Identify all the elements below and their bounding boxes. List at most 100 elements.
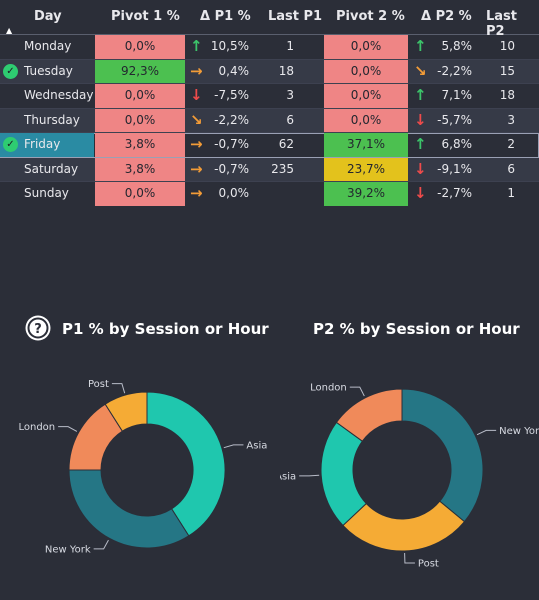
arrow-down-icon: ↓ xyxy=(190,86,203,104)
arrow-down-right-icon: ↘ xyxy=(414,61,427,80)
arrow-up-icon: ↑ xyxy=(414,135,427,153)
donut-slice-asia[interactable] xyxy=(146,391,226,537)
table-row[interactable]: Sunday 0,0% → 0,0% 39,2% ↓ -2,7% 1 xyxy=(0,182,539,206)
delta-p1-cell: 0,4% xyxy=(218,63,250,78)
donut-slice-post[interactable] xyxy=(104,391,148,432)
arrow-down-icon: ↓ xyxy=(414,184,427,202)
chart-title-p1: P1 % by Session or Hour xyxy=(62,320,269,338)
last-p2-cell: 6 xyxy=(507,161,515,176)
check-circle-icon: ✓ xyxy=(3,63,18,79)
pivot2-cell: 39,2% xyxy=(324,182,408,206)
pivot1-cell: 0,0% xyxy=(95,84,185,108)
last-p1-cell: 3 xyxy=(286,88,294,102)
col-header-last-p1[interactable]: Last P1 xyxy=(268,9,323,24)
last-p2-cell: 2 xyxy=(507,137,515,151)
pivot2-cell: 0,0% xyxy=(324,84,408,108)
donut-leader-line xyxy=(93,539,109,550)
pivot2-cell: 0,0% xyxy=(324,35,408,59)
col-header-pivot2[interactable]: Pivot 2 % xyxy=(336,9,405,24)
arrow-down-right-icon: ↘ xyxy=(190,110,203,129)
day-cell: Tuesday xyxy=(24,63,73,78)
col-header-last-p2[interactable]: Last P2 xyxy=(486,9,518,39)
table-row[interactable]: Thursday 0,0% ↘ -2,2% 6 0,0% ↓ -5,7% 3 xyxy=(0,108,539,133)
day-pivot-table: Day Pivot 1 % Δ P1 % Last P1 Pivot 2 % Δ… xyxy=(0,0,539,206)
chart-title-p2: P2 % by Session or Hour xyxy=(313,320,520,338)
day-cell: Sunday xyxy=(24,186,69,200)
last-p1-cell: 18 xyxy=(278,63,294,78)
last-p1-cell: 6 xyxy=(286,112,294,127)
delta-p2-cell: 5,8% xyxy=(441,39,473,53)
col-header-day[interactable]: Day xyxy=(34,9,62,24)
day-cell: Thursday xyxy=(24,112,80,127)
delta-p2-cell: -2,2% xyxy=(437,63,472,78)
day-cell: Monday xyxy=(24,39,72,53)
donut-label-london: London xyxy=(18,422,55,433)
last-p1-cell: 62 xyxy=(278,137,294,151)
p2-donut-chart: New York Post Asia London xyxy=(280,383,539,570)
delta-p1-cell: -2,2% xyxy=(214,112,249,127)
table-row[interactable]: Saturday 3,8% → -0,7% 235 23,7% ↓ -9,1% … xyxy=(0,157,539,182)
donut-leader-line xyxy=(404,552,415,564)
last-p2-cell: 3 xyxy=(507,112,515,127)
delta-p2-cell: 6,8% xyxy=(441,137,473,151)
pivot1-cell: 0,0% xyxy=(95,182,185,206)
arrow-up-icon: ↑ xyxy=(414,37,427,55)
arrow-right-icon: → xyxy=(190,61,203,80)
col-header-pivot1[interactable]: Pivot 1 % xyxy=(111,9,180,24)
donut-leader-line xyxy=(299,474,320,477)
donut-label-post: Post xyxy=(418,558,439,569)
table-header: Day Pivot 1 % Δ P1 % Last P1 Pivot 2 % Δ… xyxy=(0,0,539,39)
delta-p1-cell: -7,5% xyxy=(214,88,249,102)
pivot2-cell: 0,0% xyxy=(324,108,408,132)
arrow-up-icon: ↑ xyxy=(190,37,203,55)
day-cell: Saturday xyxy=(24,161,79,176)
day-cell: Wednesday xyxy=(24,88,94,102)
donut-slice-new-york[interactable] xyxy=(401,388,484,523)
last-p2-cell: 10 xyxy=(499,39,515,53)
arrow-right-icon: → xyxy=(190,184,203,202)
help-icon-glyph: ? xyxy=(34,322,42,337)
last-p2-cell: 1 xyxy=(507,186,515,200)
last-p1-cell: 235 xyxy=(271,161,294,176)
table-row[interactable]: ✓ Tuesday 92,3% → 0,4% 18 0,0% ↘ -2,2% 1… xyxy=(0,59,539,84)
delta-p1-cell: -0,7% xyxy=(214,137,249,151)
table-row-selected[interactable]: Friday ✓ 3,8% → -0,7% 62 37,1% ↑ 6,8% 2 xyxy=(0,133,539,158)
col-header-delta-p2[interactable]: Δ P2 % xyxy=(421,9,472,24)
delta-p1-cell: 10,5% xyxy=(210,39,249,53)
table-row[interactable]: Monday 0,0% ↑ 10,5% 1 0,0% ↑ 5,8% 10 xyxy=(0,35,539,60)
donut-label-asia: Asia xyxy=(280,471,296,482)
pivot1-cell: 92,3% xyxy=(95,59,185,83)
donut-leader-line xyxy=(58,426,78,432)
donut-leader-line xyxy=(476,429,497,436)
arrow-up-icon: ↑ xyxy=(414,86,427,104)
delta-p2-cell: -9,1% xyxy=(437,161,472,176)
pivot2-cell: 0,0% xyxy=(324,59,408,83)
pivot1-cell: 0,0% xyxy=(95,108,185,132)
p1-donut-chart: Asia New York London Post xyxy=(18,379,267,555)
arrow-right-icon: → xyxy=(190,159,203,178)
table-row[interactable]: Wednesday 0,0% ↓ -7,5% 3 0,0% ↑ 7,1% 18 xyxy=(0,84,539,109)
donut-leader-line xyxy=(349,386,365,397)
arrow-right-icon: → xyxy=(190,135,203,153)
day-cell: Friday xyxy=(0,133,94,157)
donut-slice-new-york[interactable] xyxy=(68,469,190,549)
pivot2-cell: 23,7% xyxy=(324,157,408,181)
col-header-delta-p1[interactable]: Δ P1 % xyxy=(200,9,251,24)
last-p2-cell: 15 xyxy=(499,63,515,78)
arrow-down-icon: ↓ xyxy=(414,159,427,178)
last-p2-cell: 18 xyxy=(499,88,515,102)
pivot1-cell: 0,0% xyxy=(95,35,185,59)
sort-ascending-icon[interactable]: ▲ xyxy=(6,26,13,35)
pivot2-cell: 37,1% xyxy=(324,133,408,157)
donut-label-post: Post xyxy=(88,379,109,390)
pivot1-cell: 3,8% xyxy=(95,133,185,157)
arrow-down-icon: ↓ xyxy=(414,110,427,129)
delta-p1-cell: 0,0% xyxy=(218,186,250,200)
delta-p2-cell: -5,7% xyxy=(437,112,472,127)
help-icon[interactable]: ? xyxy=(25,315,51,341)
donut-label-new-york: New York xyxy=(499,426,539,437)
donut-label-new-york: New York xyxy=(45,544,91,555)
donut-slice-london[interactable] xyxy=(335,388,403,442)
last-p1-cell: 1 xyxy=(286,39,294,53)
check-circle-icon: ✓ xyxy=(3,137,18,152)
